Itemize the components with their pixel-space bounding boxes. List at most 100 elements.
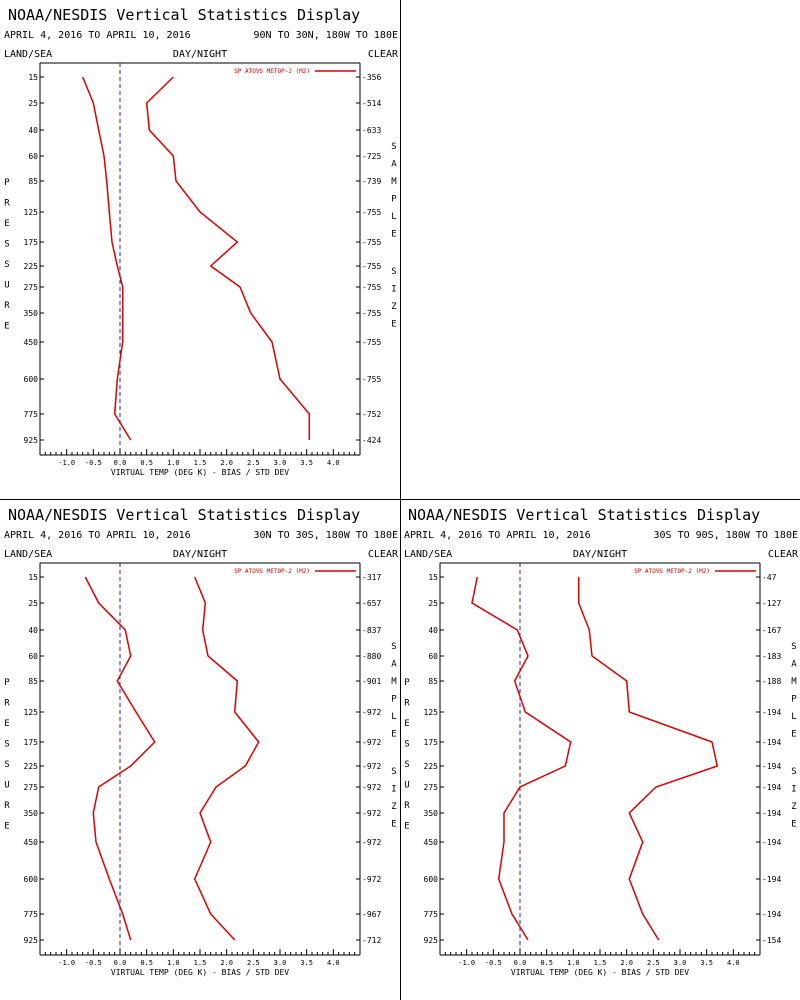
sample-size-label: -194 [762, 738, 781, 747]
sample-size-label: -317 [362, 573, 381, 582]
pressure-tick-label: 125 [424, 708, 439, 717]
pressure-axis-letter: S [4, 260, 9, 270]
statistics-chart-2: NOAA/NESDIS Vertical Statistics Display A… [4, 506, 399, 977]
x-tick-label: -0.5 [485, 959, 502, 967]
pressure-tick-label: 15 [28, 573, 38, 582]
size-axis-letter: E [391, 820, 396, 830]
pressure-tick-label: 450 [24, 338, 39, 347]
x-tick-label: 2.0 [220, 459, 233, 467]
sample-size-label: -837 [362, 626, 381, 635]
pressure-tick-label: 40 [28, 126, 38, 135]
x-tick-label: -1.0 [458, 959, 475, 967]
x-tick-label: 0.5 [540, 959, 553, 967]
x-tick-label: 1.0 [167, 459, 180, 467]
x-tick-label: -1.0 [58, 959, 75, 967]
sample-axis-letter: L [391, 712, 396, 722]
size-axis-letter: S [391, 267, 396, 277]
pressure-tick-label: 350 [424, 809, 439, 818]
sample-size-label: -633 [362, 126, 381, 135]
x-tick-label: 4.0 [727, 959, 740, 967]
series-line-bias [82, 76, 132, 441]
pressure-axis-letter: S [4, 740, 9, 750]
x-tick-label: 1.0 [167, 959, 180, 967]
sample-size-label: -972 [362, 875, 381, 884]
size-axis-letter: I [391, 785, 396, 795]
pressure-tick-label: 275 [424, 783, 439, 792]
pressure-tick-label: 40 [428, 626, 438, 635]
statistics-chart-1: NOAA/NESDIS Vertical Statistics Display A… [4, 6, 399, 477]
sample-size-label: -755 [362, 283, 381, 292]
sample-size-label: -972 [362, 838, 381, 847]
sample-axis-letter: L [791, 712, 796, 722]
day-night-label: DAY/NIGHT [173, 549, 227, 560]
size-axis-letter: E [391, 320, 396, 330]
pressure-tick-label: 25 [428, 599, 438, 608]
sample-size-label: -725 [362, 152, 381, 161]
sample-axis-letter: P [791, 695, 797, 705]
pressure-axis-letter: S [4, 240, 9, 250]
legend-label: SP ATOVS METOP-2 (M2) [634, 568, 710, 575]
x-tick-label: 3.0 [674, 959, 687, 967]
size-axis-letter: Z [791, 802, 797, 812]
pressure-tick-label: 25 [28, 99, 38, 108]
sample-axis-letter: P [391, 195, 397, 205]
pressure-tick-label: 125 [24, 708, 39, 717]
x-tick-label: 2.5 [247, 459, 260, 467]
sample-axis-letter: E [391, 730, 396, 740]
pressure-tick-label: 925 [424, 936, 439, 945]
pressure-axis-letter: S [404, 740, 409, 750]
chart-title: NOAA/NESDIS Vertical Statistics Display [8, 6, 360, 24]
size-axis-letter: Z [391, 302, 397, 312]
pressure-axis-letter: E [4, 719, 9, 729]
size-axis-letter: I [391, 285, 396, 295]
x-tick-label: 2.5 [647, 959, 660, 967]
pressure-axis-letter: S [404, 760, 409, 770]
pressure-tick-label: 275 [24, 283, 39, 292]
sample-axis-letter: E [391, 230, 396, 240]
x-tick-label: 2.0 [220, 959, 233, 967]
pressure-tick-label: 60 [28, 652, 38, 661]
pressure-tick-label: 600 [424, 875, 439, 884]
sample-size-label: -356 [362, 73, 381, 82]
sample-axis-letter: P [391, 695, 397, 705]
series-line-std-dev [145, 76, 311, 440]
sample-size-label: -972 [362, 762, 381, 771]
sample-size-label: -194 [762, 838, 781, 847]
pressure-tick-label: 450 [24, 838, 39, 847]
pressure-tick-label: 225 [24, 762, 39, 771]
land-sea-label: LAND/SEA [404, 549, 452, 560]
sample-size-label: -194 [762, 809, 781, 818]
pressure-tick-label: 925 [24, 436, 39, 445]
empty-panel [401, 0, 800, 499]
pressure-tick-label: 775 [24, 410, 39, 419]
x-tick-label: 2.0 [620, 959, 633, 967]
chart-title: NOAA/NESDIS Vertical Statistics Display [408, 506, 760, 524]
sample-size-label: -188 [762, 677, 781, 686]
pressure-axis-letter: E [4, 322, 9, 332]
pressure-tick-label: 85 [28, 677, 38, 686]
sample-size-label: -967 [362, 910, 381, 919]
x-tick-label: 1.0 [567, 959, 580, 967]
sample-size-label: -194 [762, 783, 781, 792]
date-range-label: APRIL 4, 2016 TO APRIL 10, 2016 [4, 530, 191, 541]
sample-axis-letter: S [391, 142, 396, 152]
size-axis-letter: Z [391, 802, 397, 812]
sample-size-label: -755 [362, 262, 381, 271]
x-tick-label: 0.5 [140, 959, 153, 967]
pressure-axis-letter: P [4, 678, 10, 688]
x-tick-label: -0.5 [85, 459, 102, 467]
x-tick-label: 0.0 [114, 959, 127, 967]
pressure-axis-letter: E [4, 822, 9, 832]
panel-divider-horizontal [0, 499, 800, 500]
region-label: 90N TO 30N, 180W TO 180E [254, 30, 399, 41]
x-tick-label: 1.5 [194, 459, 207, 467]
pressure-tick-label: 600 [24, 875, 39, 884]
series-line-bias [84, 576, 156, 941]
legend-label: SP ATOVS METOP-2 (M2) [234, 68, 310, 75]
x-tick-label: 4.0 [327, 959, 340, 967]
pressure-tick-label: 175 [24, 238, 39, 247]
sample-size-label: -194 [762, 762, 781, 771]
x-tick-label: 3.5 [300, 959, 313, 967]
x-axis-label: VIRTUAL TEMP (DEG K) - BIAS / STD DEV [111, 968, 289, 977]
sample-size-label: -972 [362, 809, 381, 818]
